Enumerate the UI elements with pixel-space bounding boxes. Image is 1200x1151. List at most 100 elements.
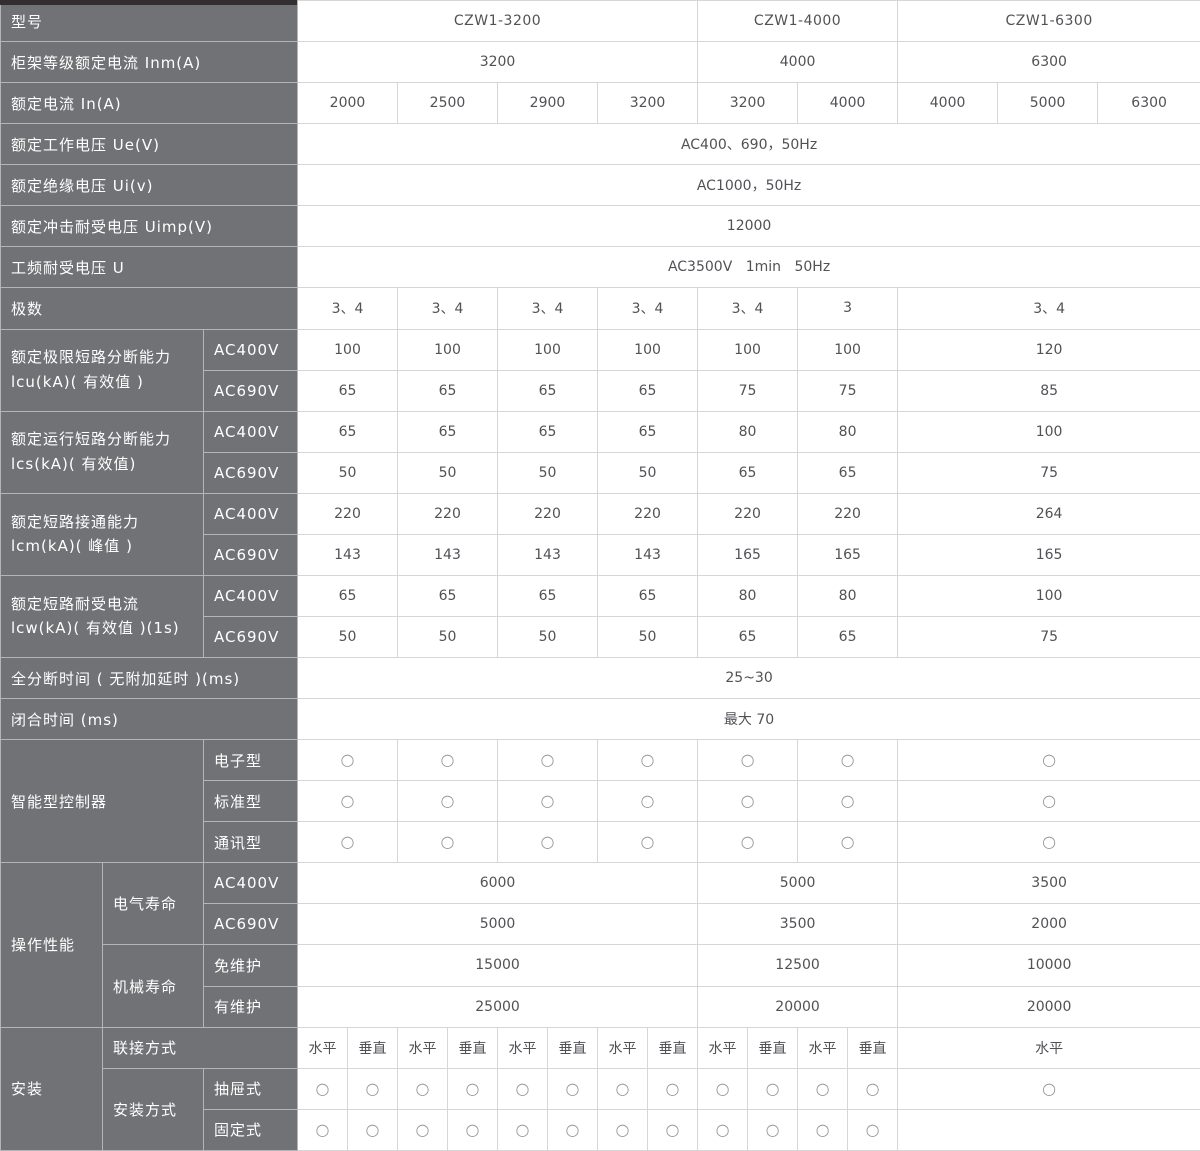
row-label-lcm-line1: 额定短路接通能力	[11, 512, 140, 531]
row-label-lcw-line1: 额定短路耐受电流	[11, 594, 140, 613]
table-top-accent	[0, 0, 297, 5]
option-circle: ○	[747, 1067, 799, 1110]
spec-value: 80	[797, 574, 899, 617]
table-row: 额定工作电压 Ue(V) AC400、690，50Hz	[0, 123, 1200, 166]
spec-value: 65	[797, 451, 899, 494]
spec-value: 3、4	[596, 287, 699, 330]
spec-value: 100	[596, 328, 699, 371]
table-row: AC690V 65 65 65 65 75 75 85	[1, 369, 1200, 412]
option-circle: ○	[547, 1108, 598, 1151]
spec-value: 85	[897, 369, 1200, 412]
row-label-frame-current: 柜架等级额定电流 Inm(A)	[0, 41, 298, 84]
spec-value: 80	[697, 574, 799, 617]
sub-label-ac400v: AC400V	[203, 574, 298, 617]
option-circle: ○	[347, 1067, 398, 1110]
connection-value: 垂直	[547, 1026, 598, 1069]
table-row: 额定绝缘电压 Ui(v) AC1000，50Hz	[0, 164, 1200, 207]
spec-value: 65	[497, 574, 598, 617]
spec-value: 100	[797, 328, 899, 371]
row-label-model: 型号	[0, 0, 298, 43]
option-circle: ○	[297, 780, 398, 823]
spec-value: 2000	[897, 903, 1200, 946]
spec-value: 65	[596, 574, 699, 617]
sub-label-ac400v: AC400V	[203, 492, 298, 535]
spec-value: 80	[697, 410, 799, 453]
spec-value: 65	[297, 574, 398, 617]
spec-value: 50	[596, 615, 699, 659]
spec-value: 100	[897, 574, 1200, 617]
connection-value: 垂直	[747, 1026, 799, 1069]
connection-value: 水平	[497, 1026, 548, 1069]
spec-value: 20000	[897, 985, 1200, 1028]
option-circle: ○	[297, 739, 398, 782]
spec-value: 65	[497, 410, 598, 453]
spec-value: 165	[897, 533, 1200, 576]
table-row: 安装方式 抽屉式 ○ ○ ○ ○ ○ ○ ○ ○ ○ ○ ○ ○ ○	[1, 1067, 1200, 1151]
spec-value: 65	[596, 369, 699, 412]
spec-value: 3、4	[297, 287, 398, 330]
option-circle: ○	[497, 821, 598, 864]
spec-value: 65	[797, 615, 899, 659]
option-circle: ○	[847, 1067, 899, 1110]
spec-value: 165	[797, 533, 899, 576]
row-label-lcu-line2: lcu(kA)( 有效值 )	[11, 373, 144, 392]
spec-value: 6300	[1097, 82, 1200, 125]
sub-label-communication: 通讯型	[203, 821, 298, 864]
spec-value: 65	[397, 574, 498, 617]
connection-value: 垂直	[646, 1026, 699, 1069]
spec-value: 5000	[697, 862, 899, 905]
option-circle: ○	[497, 739, 598, 782]
sub-label-with-maintenance: 有维护	[203, 985, 298, 1028]
option-circle: ○	[447, 1108, 498, 1151]
spec-value: 5000	[997, 82, 1099, 125]
spec-value: 65	[297, 369, 398, 412]
spec-value: 220	[297, 492, 398, 535]
spec-value: 3200	[596, 82, 699, 125]
spec-value: 143	[596, 533, 699, 576]
row-label-installation: 安装	[0, 1026, 103, 1151]
connection-value: 水平	[297, 1026, 348, 1069]
row-label-freq-withstand-voltage: 工频耐受电压 U	[0, 246, 298, 289]
option-circle: ○	[697, 821, 799, 864]
spec-value: 220	[697, 492, 799, 535]
table-row: 额定运行短路分断能力 lcs(kA)( 有效值) AC400V 65 65 65…	[0, 410, 1200, 494]
row-label-impulse-voltage: 额定冲击耐受电压 Uimp(V)	[0, 205, 298, 248]
row-label-close-time: 闭合时间 (ms)	[0, 698, 298, 741]
option-circle: ○	[297, 1067, 348, 1110]
option-circle: ○	[646, 1108, 699, 1151]
option-circle: ○	[397, 1108, 448, 1151]
sub-label-ac690v: AC690V	[203, 615, 298, 659]
option-circle: ○	[747, 1108, 799, 1151]
spec-value: 50	[297, 451, 398, 494]
connection-value: 水平	[697, 1026, 749, 1069]
spec-value: 6300	[897, 41, 1200, 84]
spec-value: 65	[397, 369, 498, 412]
spec-value: 220	[797, 492, 899, 535]
spec-value: 65	[297, 410, 398, 453]
spec-value: 2900	[497, 82, 598, 125]
row-label-lcu-line1: 额定极限短路分断能力	[11, 348, 172, 367]
spec-value: 100	[697, 328, 799, 371]
table-row: 闭合时间 (ms) 最大 70	[0, 698, 1200, 741]
option-circle: ○	[897, 739, 1200, 782]
option-circle: ○	[897, 821, 1200, 864]
spec-value: 12000	[296, 205, 1200, 248]
table-row: AC690V 50 50 50 50 65 65 75	[1, 451, 1200, 494]
table-row: 额定短路耐受电流 lcw(kA)( 有效值 )(1s) AC400V 65 65…	[0, 574, 1200, 659]
table-row: 有维护 25000 20000 20000	[1, 985, 1200, 1028]
spec-value: 20000	[697, 985, 899, 1028]
sub-label-ac400v: AC400V	[203, 410, 298, 453]
spec-value: 15000	[296, 944, 699, 987]
spec-value: 100	[897, 410, 1200, 453]
option-circle: ○	[597, 1067, 648, 1110]
spec-value: 3、4	[897, 287, 1200, 330]
option-circle: ○	[397, 821, 498, 864]
connection-value: 垂直	[447, 1026, 498, 1069]
table-row: 机械寿命 免维护 15000 12500 10000	[1, 944, 1200, 1028]
table-row: AC690V 5000 3500 2000	[1, 903, 1200, 946]
sub-label-fixed-type: 固定式	[203, 1108, 298, 1151]
spec-value: 50	[497, 451, 598, 494]
option-circle: ○	[847, 1108, 899, 1151]
sub-label-ac690v: AC690V	[203, 451, 298, 494]
